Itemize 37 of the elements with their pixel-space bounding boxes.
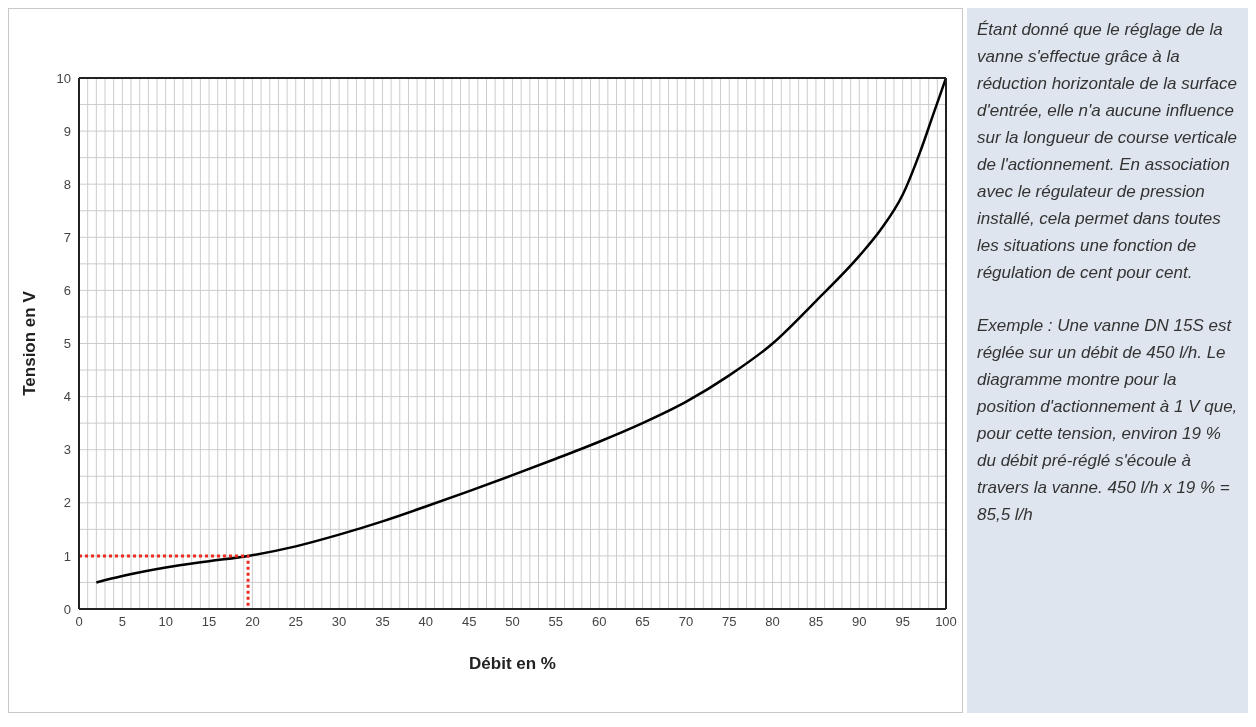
text: Exemple : Une vanne DN 15S est réglée sur un débit de 450 l/h. Le diagramme montre pour la position d'actionnement à 1 V que, pour cette tension, environ 19 % du débit pré-réglé s'écoule à travers la vanne. 450 l/h x 19 % = 85,5 l/h [977,315,1238,526]
y-tick-label: 0 [63,601,71,617]
x-tick-label: 40 [418,614,434,630]
y-tick-label: 7 [63,229,71,245]
x-axis-title: Débit en % [469,654,556,673]
x-tick-label: 0 [75,614,83,630]
x-tick-label: 10 [158,614,173,630]
x-tick-label: 15 [201,614,217,630]
x-tick-label: 20 [245,614,260,630]
x-tick-label: 55 [548,614,564,630]
y-tick-label: 5 [63,336,71,352]
y-tick-label: 3 [63,442,71,458]
x-tick-label: 65 [635,614,650,630]
x-tick-label: 90 [852,614,867,630]
x-tick-label: 70 [678,614,694,630]
x-tick-label: 30 [331,614,347,630]
y-tick-label: 2 [63,495,71,511]
x-tick-label: 25 [288,614,303,630]
y-tick-label: 1 [63,548,71,564]
x-tick-label: 80 [765,614,780,630]
x-tick-label: 35 [375,614,390,630]
x-tick-label: 60 [591,614,607,630]
x-tick-label: 75 [722,614,737,630]
x-tick-label: 45 [461,614,477,630]
x-tick-label: 50 [505,614,520,630]
x-tick-label: 85 [808,614,824,630]
y-tick-label: 8 [63,176,71,192]
y-tick-label: 6 [63,283,71,299]
y-tick-label: 4 [63,389,71,405]
y-tick-label: 9 [63,123,71,139]
y-axis-title: Tension en V [20,290,40,396]
text: Étant donné que le réglage de la vanne s'effectue grâce à la réduction horizontale de la surface d'entrée, elle n'a aucune influence sur la longueur de course verticale de l'actionnement. En association avec le régulateur de pression installé, cela permet dans toutes les situations une fonction de régulation de cent pour cent. [977,20,1237,282]
x-tick-label: 95 [895,614,910,630]
x-tick-label: 100 [935,614,957,630]
y-tick-label: 10 [56,70,71,86]
x-tick-label: 5 [118,614,126,630]
line-series [95,78,946,584]
